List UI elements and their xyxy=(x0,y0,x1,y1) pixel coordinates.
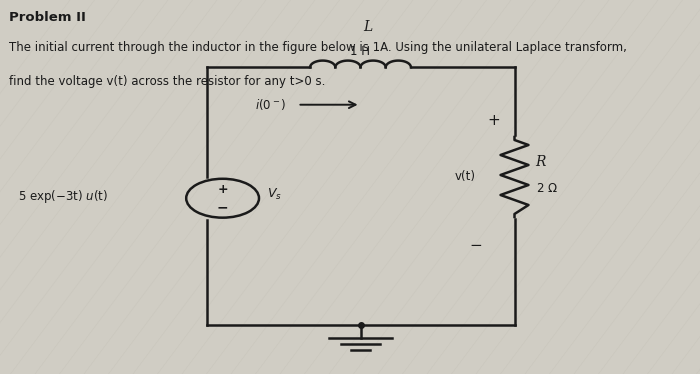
Text: $i(0^-)$: $i(0^-)$ xyxy=(256,97,287,112)
Text: −: − xyxy=(217,200,228,214)
Text: R: R xyxy=(536,155,546,169)
Text: find the voltage v(t) across the resistor for any t>0 s.: find the voltage v(t) across the resisto… xyxy=(9,75,326,88)
Text: $V_s$: $V_s$ xyxy=(267,187,282,202)
Text: Problem II: Problem II xyxy=(9,11,86,24)
Text: 5 exp($-$3t) $u$(t): 5 exp($-$3t) $u$(t) xyxy=(18,188,107,205)
Text: The initial current through the inductor in the figure below is 1A. Using the un: The initial current through the inductor… xyxy=(9,41,627,54)
Text: L: L xyxy=(363,20,372,34)
Text: 1 H: 1 H xyxy=(351,45,370,58)
Text: 2 $\Omega$: 2 $\Omega$ xyxy=(536,182,557,195)
Text: v(t): v(t) xyxy=(455,171,476,184)
Text: $-$: $-$ xyxy=(470,236,482,251)
Text: +: + xyxy=(217,183,228,196)
Text: +: + xyxy=(487,113,500,128)
